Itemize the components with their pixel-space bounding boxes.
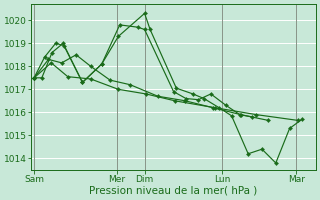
X-axis label: Pression niveau de la mer( hPa ): Pression niveau de la mer( hPa ): [90, 186, 258, 196]
